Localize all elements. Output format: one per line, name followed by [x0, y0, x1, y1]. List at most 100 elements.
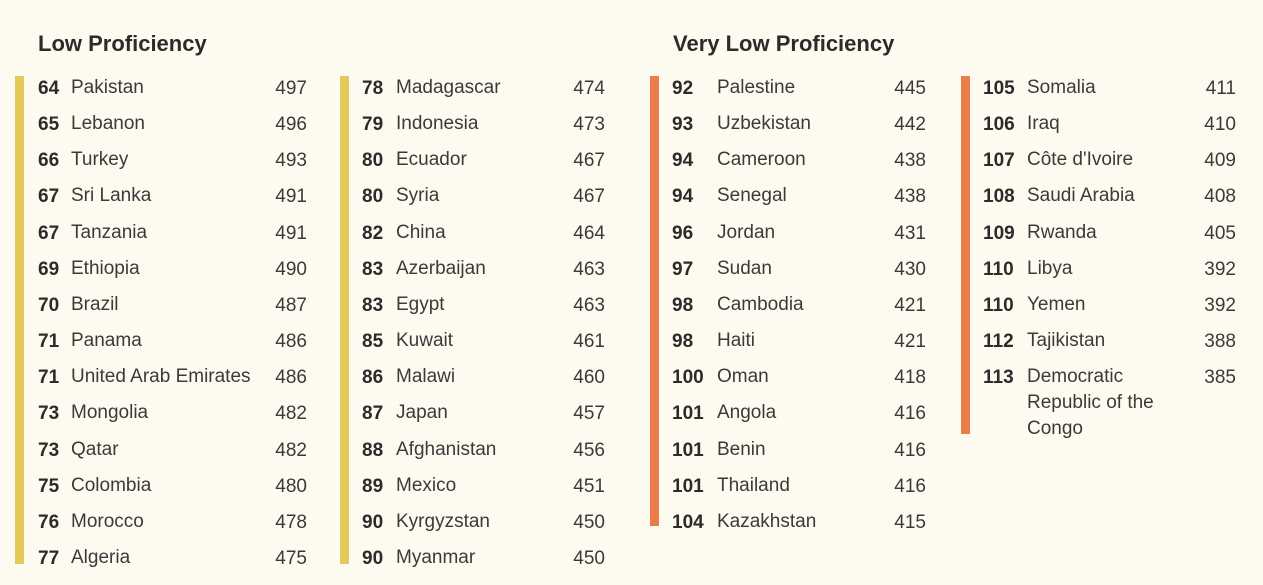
rank-number: 75: [38, 475, 60, 497]
score-value: 415: [894, 511, 926, 533]
proficiency-bar-low: [15, 76, 24, 564]
score-value: 463: [573, 294, 605, 316]
country-name: Indonesia: [396, 113, 479, 135]
country-name: Mexico: [396, 474, 457, 496]
rank-number: 73: [38, 439, 60, 461]
country-name: Iraq: [1027, 113, 1060, 135]
score-value: 482: [275, 403, 307, 425]
score-value: 430: [894, 258, 926, 280]
score-value: 411: [1205, 78, 1236, 99]
country-name: Rwanda: [1027, 221, 1097, 243]
rank-number: 67: [38, 222, 60, 244]
rank-number: 86: [362, 367, 384, 389]
country-name: Syria: [396, 185, 440, 207]
score-value: 416: [894, 403, 926, 425]
rank-number: 109: [983, 222, 1015, 244]
score-value: 491: [275, 222, 307, 244]
country-name: Colombia: [71, 474, 152, 496]
country-name: Oman: [717, 366, 769, 388]
country-name: Turkey: [71, 149, 129, 171]
score-value: 457: [573, 403, 605, 425]
score-value: 496: [275, 114, 307, 136]
rank-number: 67: [38, 186, 60, 208]
score-value: 490: [275, 258, 307, 280]
score-value: 473: [573, 114, 605, 136]
country-name: China: [396, 221, 446, 243]
country-name: Libya: [1027, 257, 1073, 279]
rank-number: 65: [38, 114, 60, 136]
country-name: Kazakhstan: [717, 510, 817, 532]
rank-number: 112: [983, 331, 1014, 353]
score-value: 491: [275, 186, 307, 208]
country-name: Lebanon: [71, 113, 145, 135]
rank-number: 98: [672, 331, 694, 353]
rank-number: 101: [672, 475, 704, 497]
country-name: Angola: [717, 402, 777, 424]
country-name: Sri Lanka: [71, 185, 152, 207]
score-value: 478: [275, 511, 307, 533]
country-name: Japan: [396, 402, 448, 424]
country-name: Kuwait: [396, 330, 454, 352]
rank-number: 82: [362, 222, 384, 244]
rank-number: 77: [38, 547, 60, 569]
score-value: 493: [275, 150, 307, 172]
country-name: Côte d'Ivoire: [1027, 149, 1134, 171]
rank-number: 110: [983, 258, 1014, 280]
score-value: 431: [894, 222, 926, 244]
country-name: Morocco: [71, 510, 144, 532]
rank-number: 80: [362, 150, 384, 172]
country-name: Tanzania: [71, 221, 148, 243]
rank-number: 90: [362, 547, 384, 569]
score-value: 497: [275, 78, 307, 99]
rank-number: 69: [38, 258, 60, 280]
country-name: Yemen: [1027, 293, 1086, 315]
country-name: Brazil: [71, 293, 119, 315]
rank-number: 71: [38, 367, 60, 389]
rank-number: 108: [983, 186, 1015, 208]
rank-number: 94: [672, 150, 694, 172]
score-value: 405: [1204, 222, 1236, 244]
rank-number: 70: [38, 294, 60, 316]
rank-number: 80: [362, 186, 384, 208]
score-value: 385: [1204, 367, 1236, 389]
rank-number: 90: [362, 511, 384, 533]
proficiency-bar-low: [340, 76, 349, 564]
rank-number: 79: [362, 114, 384, 136]
rank-number: 78: [362, 78, 384, 99]
score-value: 445: [894, 78, 926, 99]
country-name: Panama: [71, 330, 142, 352]
score-value: 438: [894, 150, 926, 172]
country-name: Pakistan: [71, 77, 144, 98]
score-value: 409: [1204, 150, 1236, 172]
country-name: United Arab Emirates: [71, 366, 251, 388]
rank-number: 85: [362, 331, 384, 353]
score-value: 463: [573, 258, 605, 280]
country-name: Thailand: [717, 474, 790, 496]
score-value: 421: [894, 331, 926, 353]
country-name: Madagascar: [396, 77, 501, 98]
score-value: 408: [1204, 186, 1236, 208]
rank-number: 110: [983, 294, 1014, 316]
country-name: Sudan: [717, 257, 772, 279]
country-name: Tajikistan: [1027, 330, 1106, 352]
section-title-very-low-proficiency: Very Low Proficiency: [673, 31, 895, 56]
country-name: Democratic Republic of the Congo: [1027, 366, 1154, 440]
score-value: 450: [573, 511, 605, 533]
country-name: Uzbekistan: [717, 113, 811, 135]
proficiency-bar-very-low: [961, 76, 970, 434]
score-value: 442: [894, 114, 926, 136]
score-value: 461: [573, 331, 605, 353]
country-name: Algeria: [71, 546, 131, 568]
country-name: Somalia: [1027, 77, 1096, 98]
score-value: 486: [275, 367, 307, 389]
score-value: 388: [1204, 331, 1236, 353]
country-name: Senegal: [717, 185, 787, 207]
country-name: Haiti: [717, 330, 756, 352]
country-name: Azerbaijan: [396, 257, 486, 279]
country-name: Qatar: [71, 438, 119, 460]
country-name: Kyrgyzstan: [396, 510, 490, 532]
country-name: Afghanistan: [396, 438, 497, 460]
rank-number: 113: [983, 367, 1014, 389]
score-value: 464: [573, 222, 605, 244]
rank-number: 92: [672, 78, 694, 99]
